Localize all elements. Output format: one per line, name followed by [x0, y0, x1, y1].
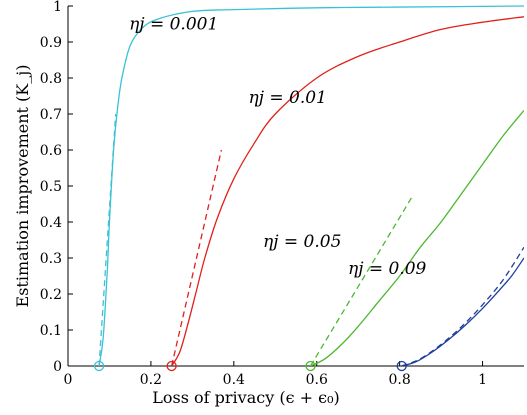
- series-3: [401, 246, 524, 366]
- series-start-marker: [396, 360, 407, 372]
- series-annotation: ηj = 0.05: [263, 232, 341, 252]
- y-tick-label: 0.9: [40, 35, 62, 51]
- series-line: [171, 16, 524, 366]
- series-annotation: ηj = 0.09: [348, 259, 427, 279]
- y-tick-label: 0.1: [40, 323, 62, 339]
- axes: 0 0.2 0.4 0.6 0.8 1 0 0.1 0.2 0.3 0.4 0.5 0.6 0.7 0.8 0…: [40, 0, 524, 388]
- series-annotation: ηj = 0.001: [129, 14, 218, 34]
- y-tick-label: 1: [53, 0, 62, 15]
- x-axis-label: Loss of privacy (ϵ + ϵ₀): [152, 388, 339, 407]
- series-start-marker: [166, 360, 177, 372]
- y-tick-label: 0.2: [40, 287, 62, 303]
- series-0: [98, 5, 524, 366]
- series-approx-line: [98, 113, 117, 366]
- x-tick-label: 0.6: [306, 372, 328, 388]
- y-tick-label: 0: [53, 359, 62, 375]
- series-line: [310, 109, 524, 366]
- series-layer: [93, 5, 524, 372]
- series-start-marker: [93, 360, 105, 372]
- annotations: ηj = 0.001 ηj = 0.01 ηj = 0.05 ηj = 0.09: [129, 14, 426, 279]
- series-2: [309, 109, 524, 366]
- x-tick-label: 0.2: [140, 372, 162, 388]
- y-tick-label: 0.5: [40, 179, 62, 195]
- y-tick-label: 0.7: [40, 107, 62, 123]
- series-approx-line: [401, 246, 524, 366]
- x-tick-label: 0.4: [223, 372, 245, 388]
- series-approx-line: [309, 196, 413, 366]
- series-1: [171, 16, 524, 366]
- y-tick-label: 0.8: [40, 71, 62, 87]
- y-tick-label: 0.4: [40, 215, 62, 231]
- x-tick-label: 1: [478, 372, 487, 388]
- series-annotation: ηj = 0.01: [249, 88, 327, 108]
- y-tick-label: 0.6: [40, 143, 62, 159]
- series-start-marker: [305, 360, 316, 372]
- series-approx-line: [171, 149, 223, 366]
- y-axis-label: Estimation improvement (K_j): [13, 65, 32, 308]
- y-tick-label: 0.3: [40, 251, 62, 267]
- x-tick-label: 0.8: [389, 372, 411, 388]
- series-line: [98, 5, 524, 366]
- x-tick-label: 0: [64, 372, 73, 388]
